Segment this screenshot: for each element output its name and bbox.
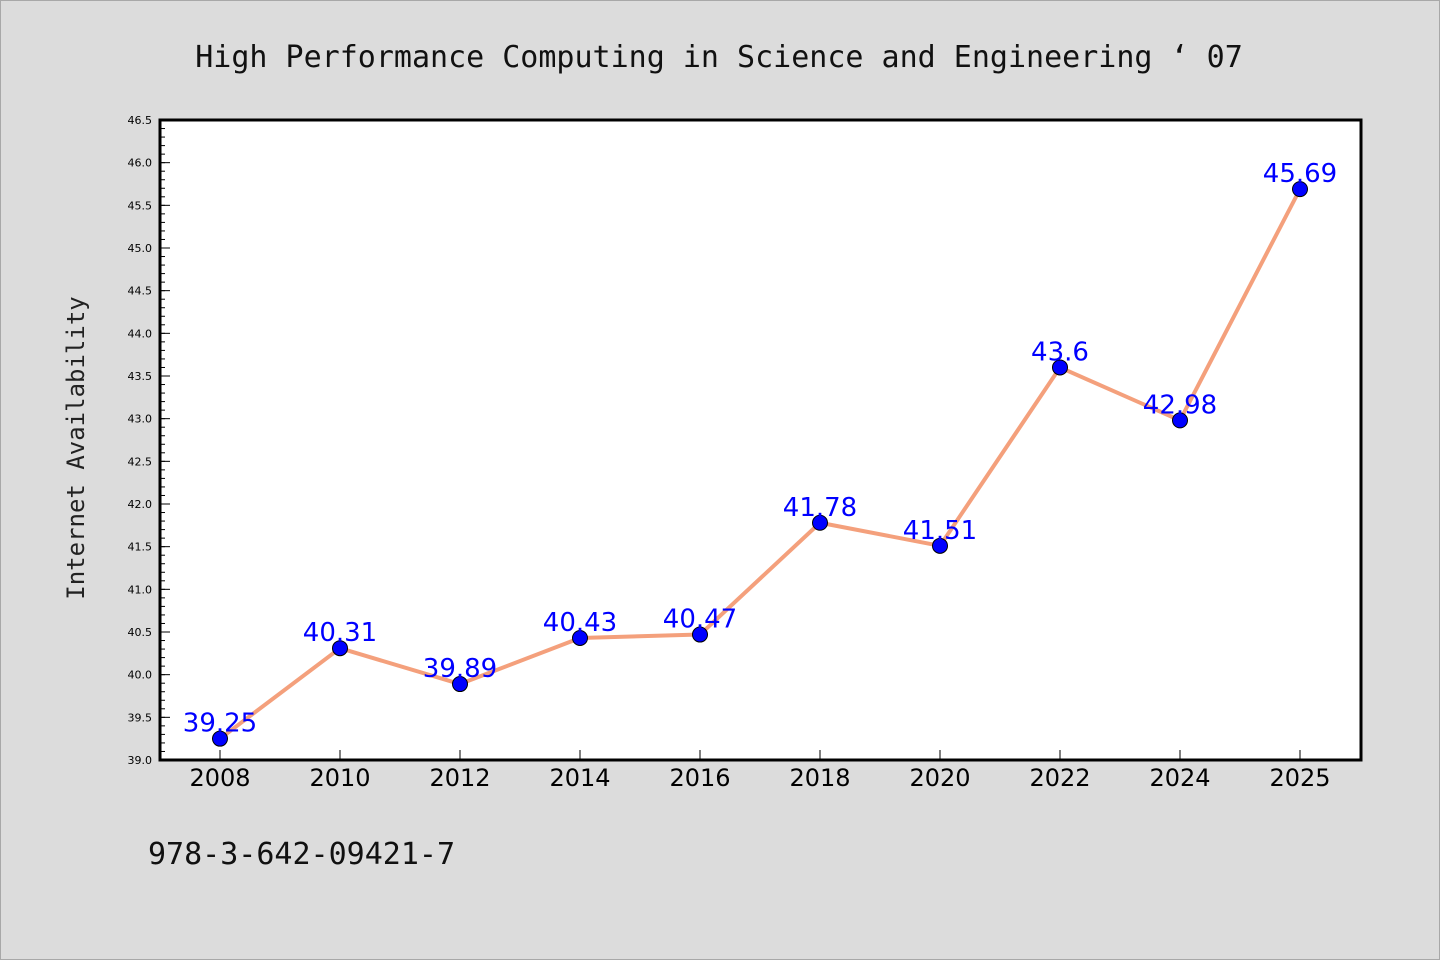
x-tick-label: 2020 <box>909 764 970 792</box>
data-markers <box>212 181 1308 747</box>
data-point <box>452 676 468 693</box>
y-tick-label: 46.5 <box>128 114 153 127</box>
data-label: 45.69 <box>1263 159 1337 189</box>
y-tick-label: 43.0 <box>128 413 153 426</box>
data-label: 39.25 <box>183 709 257 739</box>
y-tick-label: 44.0 <box>128 327 153 340</box>
x-tick-label: 2022 <box>1029 764 1090 792</box>
data-label: 40.31 <box>303 618 377 648</box>
x-tick-label: 2024 <box>1149 764 1210 792</box>
data-point <box>1172 412 1188 429</box>
x-tick-label: 2014 <box>549 764 610 792</box>
y-tick-label: 42.5 <box>128 455 153 468</box>
plot-area <box>160 120 1361 760</box>
data-labels: 39.25 40.31 39.89 40.43 40.47 41.78 41.51 43.6 4… <box>183 159 1337 739</box>
data-point <box>332 640 348 657</box>
y-axis-label: Internet Availability <box>62 296 90 599</box>
y-tick-label: 46.0 <box>128 157 153 170</box>
x-tick-label: 2018 <box>789 764 850 792</box>
y-tick-label: 44.5 <box>128 285 153 298</box>
y-tick-label: 40.0 <box>128 669 153 682</box>
x-tick-label: 2008 <box>189 764 250 792</box>
data-label: 41.51 <box>903 516 977 546</box>
data-point <box>1052 359 1068 376</box>
isbn-text: 978-3-642-09421-7 <box>148 837 455 872</box>
x-axis: 2008 2010 2012 2014 2016 2018 2020 2022 2024 2025 <box>189 750 1331 792</box>
y-tick-label: 45.5 <box>128 199 153 212</box>
plot-border <box>158 118 1363 762</box>
x-tick-label: 2025 <box>1269 764 1330 792</box>
data-label: 41.78 <box>783 493 857 523</box>
x-tick-label: 2012 <box>429 764 490 792</box>
y-tick-label: 41.5 <box>128 541 153 554</box>
y-tick-label: 43.5 <box>128 370 153 383</box>
data-label: 40.43 <box>543 608 617 638</box>
y-tick-label: 41.0 <box>128 583 153 596</box>
data-point <box>212 730 228 747</box>
chart-title: High Performance Computing in Science an… <box>195 40 1243 75</box>
y-axis: 39.0 39.5 40.0 40.5 41.0 41.5 42.0 42.5 43.0 43.5… <box>128 114 170 767</box>
y-tick-label: 40.5 <box>128 626 153 639</box>
x-tick-label: 2010 <box>309 764 370 792</box>
data-label: 40.47 <box>663 605 737 635</box>
y-tick-label: 42.0 <box>128 498 153 511</box>
y-tick-label: 45.0 <box>128 242 153 255</box>
x-tick-label: 2016 <box>669 764 730 792</box>
data-label: 43.6 <box>1031 337 1089 367</box>
data-point <box>1292 181 1308 198</box>
data-point <box>812 514 828 531</box>
data-point <box>572 629 588 646</box>
y-tick-label: 39.0 <box>128 754 153 767</box>
data-point <box>692 626 708 643</box>
data-label: 39.89 <box>423 654 497 684</box>
series-line <box>218 187 1302 741</box>
y-tick-label: 39.5 <box>128 711 153 724</box>
data-label: 42.98 <box>1143 390 1217 420</box>
data-point <box>932 537 948 554</box>
